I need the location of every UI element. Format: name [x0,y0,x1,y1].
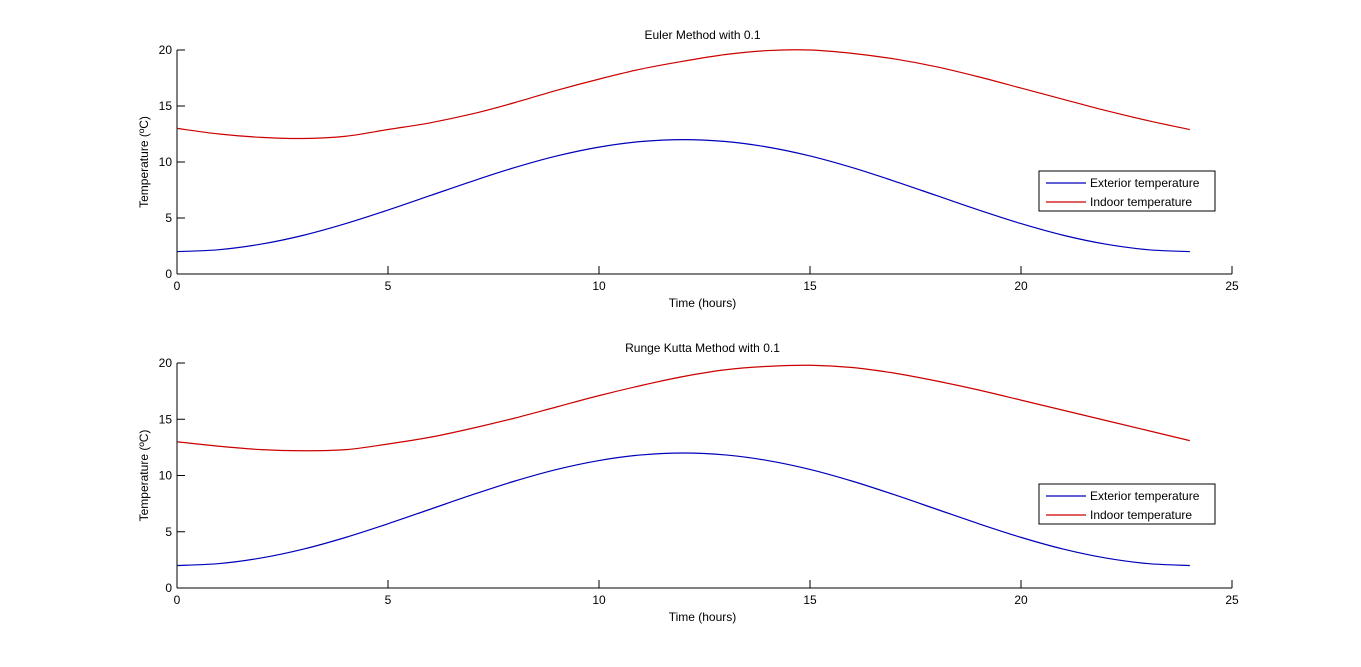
x-tick-label: 0 [174,279,181,293]
series-line-indoor-temperature [176,49,1190,140]
x-tick-label: 25 [1225,279,1239,293]
x-tick-label: 15 [803,593,817,607]
x-tick-label: 20 [1014,593,1028,607]
legend-label: Indoor temperature [1090,508,1192,522]
y-tick-label: 5 [165,211,172,225]
y-tick-label: 5 [165,525,172,539]
legend: Exterior temperature Indoor temperature [1038,483,1216,525]
x-axis-label: Time (hours) [669,610,737,624]
x-tick-label: 0 [174,593,181,607]
legend-box [1038,483,1216,525]
y-axis-label: Temperature (ºC) [137,430,151,522]
x-tick-label: 5 [385,593,392,607]
y-tick-label: 15 [159,412,173,426]
x-tick-label: 10 [592,279,606,293]
series-line-exterior-temperature [176,138,1190,253]
x-tick-label: 15 [803,279,817,293]
legend-label: Indoor temperature [1090,195,1192,209]
legend: Exterior temperature Indoor temperature [1038,170,1216,212]
x-axis-label: Time (hours) [669,296,737,310]
subplot-2: 0 5 10 15 20 25 0 5 10 15 20 Runge Kutta Method wit… [137,341,1239,624]
chart-title: Euler Method with 0.1 [644,28,760,42]
y-tick-label: 0 [165,267,172,281]
legend-box [1038,170,1216,212]
legend-label: Exterior temperature [1090,489,1200,503]
y-tick-label: 20 [159,356,173,370]
subplot-1: 0 5 10 15 20 25 0 5 10 15 20 Euler Method with 0.1 T… [137,28,1239,310]
y-tick-label: 10 [159,469,173,483]
y-tick-label: 0 [165,581,172,595]
series-line-exterior-temperature [176,452,1190,567]
x-tick-label: 20 [1014,279,1028,293]
y-tick-label: 15 [159,99,173,113]
y-axis-label: Temperature (ºC) [137,116,151,208]
series-line-indoor-temperature [176,364,1190,452]
x-tick-label: 25 [1225,593,1239,607]
legend-label: Exterior temperature [1090,176,1200,190]
x-tick-label: 10 [592,593,606,607]
chart-title: Runge Kutta Method with 0.1 [625,341,780,355]
y-tick-label: 20 [159,43,173,57]
y-tick-label: 10 [159,155,173,169]
x-tick-label: 5 [385,279,392,293]
